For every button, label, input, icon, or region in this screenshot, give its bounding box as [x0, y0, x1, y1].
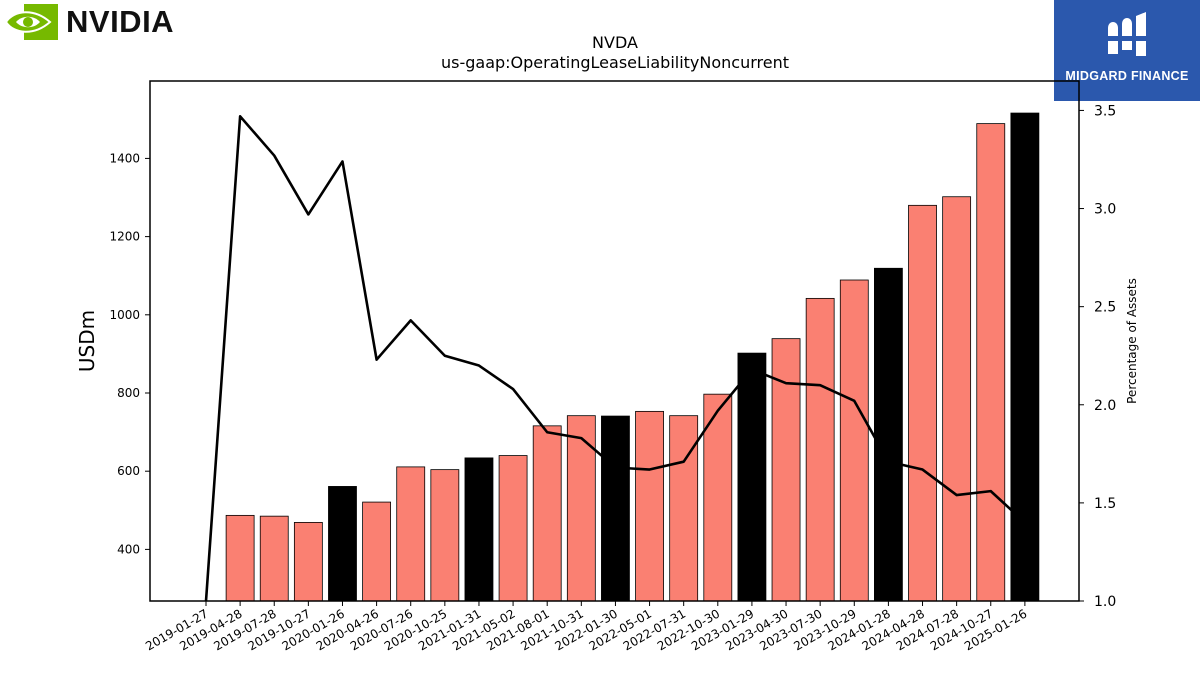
bar [771, 338, 801, 602]
nvidia-wordmark: NVIDIA [66, 4, 175, 39]
chart-title: NVDA [592, 33, 638, 52]
bar-group [225, 112, 1040, 602]
y2-axis: 1.0 1.5 2.0 2.5 3.0 3.5 [1079, 103, 1116, 610]
bar [703, 393, 733, 602]
bar [362, 501, 392, 602]
y2-tick-label: 2.5 [1094, 300, 1116, 316]
x-axis: 2019-01-272019-04-282019-07-282019-10-27… [143, 601, 1029, 653]
bar [293, 522, 323, 602]
bar [942, 196, 972, 602]
bar [225, 514, 255, 602]
y-tick-label: 1400 [109, 151, 140, 165]
bar [805, 297, 835, 602]
bar [328, 486, 357, 602]
y2-axis-label: Percentage of Assets [1125, 278, 1139, 404]
plot-frame [149, 80, 1080, 602]
nvidia-eye-icon [4, 4, 58, 40]
y-tick-label: 600 [117, 464, 140, 478]
bar [874, 267, 903, 602]
bar [259, 515, 289, 602]
y-tick-label: 400 [117, 542, 140, 556]
nvidia-logo: NVIDIA [4, 4, 174, 40]
y2-tick-label: 3.5 [1094, 103, 1116, 119]
bar [908, 204, 937, 602]
bar [532, 425, 562, 602]
y-tick-label: 800 [117, 386, 140, 400]
y-tick-label: 1000 [109, 308, 140, 322]
chart-subtitle: us-gaap:OperatingLeaseLiabilityNoncurren… [441, 53, 789, 72]
y2-tick-label: 2.0 [1094, 398, 1116, 414]
bar [737, 352, 767, 602]
bar [635, 410, 664, 602]
bar [498, 455, 528, 602]
y-tick-label: 1200 [109, 230, 140, 244]
line-group [204, 115, 1026, 602]
bar [601, 415, 630, 602]
y-axis-label: USDm [75, 310, 99, 372]
y2-tick-label: 1.0 [1094, 594, 1116, 610]
bar [566, 415, 596, 602]
bar [430, 469, 460, 602]
badge-label: MIDGARD FINANCE [1065, 69, 1189, 83]
bar [464, 457, 494, 602]
bar [839, 279, 869, 602]
bar [976, 123, 1006, 602]
y2-tick-label: 1.5 [1094, 496, 1116, 512]
y-axis: 400 600 800 1000 1200 1400 [109, 151, 150, 556]
midgard-logo-icon [1106, 12, 1148, 56]
bar [669, 415, 699, 602]
bar [396, 466, 426, 602]
percentage-line [204, 115, 1026, 602]
bar [1010, 112, 1040, 602]
y2-tick-label: 3.0 [1094, 202, 1116, 218]
